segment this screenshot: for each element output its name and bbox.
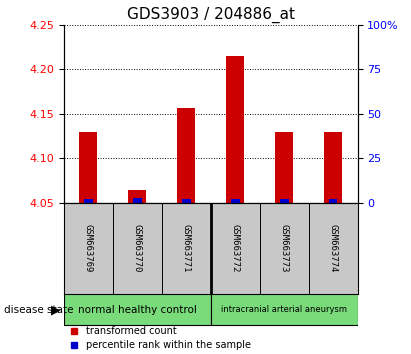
Text: GSM663770: GSM663770 xyxy=(133,224,142,273)
Bar xyxy=(79,132,97,203)
Text: ▶: ▶ xyxy=(51,303,60,316)
Text: intracranial arterial aneurysm: intracranial arterial aneurysm xyxy=(221,306,347,314)
Bar xyxy=(182,199,191,203)
Bar xyxy=(231,199,240,203)
Bar xyxy=(280,199,289,203)
Bar xyxy=(133,199,141,203)
Bar xyxy=(64,295,210,325)
Text: disease state: disease state xyxy=(4,305,74,315)
Bar xyxy=(84,199,92,203)
Text: normal healthy control: normal healthy control xyxy=(78,305,196,315)
Title: GDS3903 / 204886_at: GDS3903 / 204886_at xyxy=(127,7,295,23)
Bar xyxy=(226,56,245,203)
Text: GSM663772: GSM663772 xyxy=(231,224,240,273)
Text: transformed count: transformed count xyxy=(86,326,176,336)
Bar xyxy=(275,132,293,203)
Bar xyxy=(329,199,337,203)
Text: GSM663771: GSM663771 xyxy=(182,224,191,273)
Text: GSM663774: GSM663774 xyxy=(328,224,337,273)
Text: percentile rank within the sample: percentile rank within the sample xyxy=(86,339,251,350)
Bar xyxy=(128,189,146,203)
Text: GSM663773: GSM663773 xyxy=(279,224,289,273)
Bar xyxy=(324,132,342,203)
Bar xyxy=(177,108,196,203)
Text: GSM663769: GSM663769 xyxy=(84,224,93,273)
Bar xyxy=(211,295,358,325)
